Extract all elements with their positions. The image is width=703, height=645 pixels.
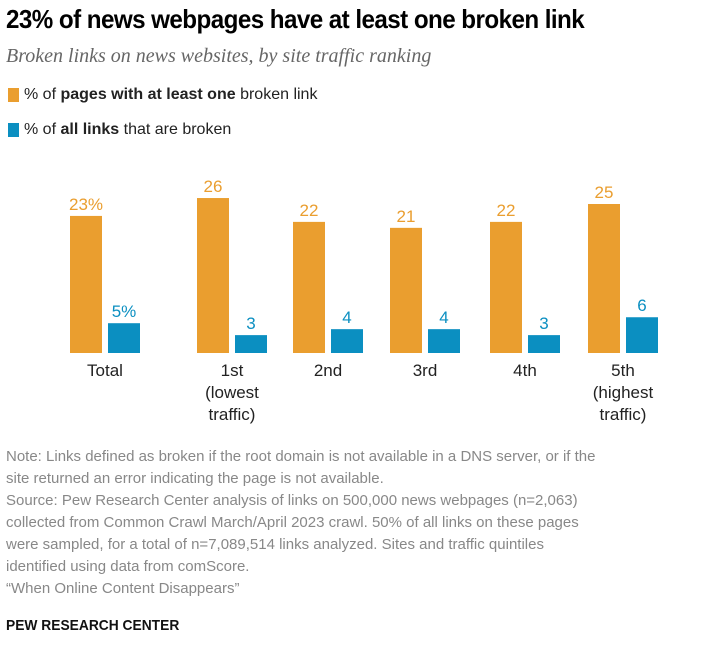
category-label-1st: traffic): [209, 405, 256, 424]
legend-label: % of all links that are broken: [24, 121, 232, 138]
report-title: “When Online Content Disappears”: [6, 580, 240, 597]
data-label-links-1st: 3: [246, 314, 255, 333]
chart-title: 23% of news webpages have at least one b…: [6, 4, 585, 34]
category-label-total: Total: [87, 361, 123, 380]
source-line: were sampled, for a total of n=7,089,514…: [6, 536, 544, 553]
bar-pages-total: [70, 215, 102, 353]
data-label-links-total: 5%: [112, 302, 137, 321]
notes: Note: Links defined as broken if the roo…: [6, 446, 701, 600]
category-label-1st: (lowest: [205, 383, 259, 402]
data-label-pages-1st: 26: [204, 177, 223, 196]
category-label-5th: (highest: [593, 383, 654, 402]
source-line: Source: Pew Research Center analysis of …: [6, 492, 578, 509]
bar-links-5th: [626, 317, 658, 353]
note-line: site returned an error indicating the pa…: [6, 470, 384, 487]
data-label-pages-3rd: 21: [397, 207, 416, 226]
source-line: identified using data from comScore.: [6, 558, 250, 575]
bar-pages-2nd: [293, 221, 325, 353]
category-label-1st: 1st: [221, 361, 244, 380]
data-label-pages-4th: 22: [497, 201, 516, 220]
data-label-links-2nd: 4: [342, 308, 351, 327]
bar-links-4th: [528, 335, 560, 353]
bar-pages-1st: [197, 198, 229, 353]
category-label-5th: traffic): [600, 405, 647, 424]
data-label-links-3rd: 4: [439, 308, 448, 327]
category-label-2nd: 2nd: [314, 361, 342, 380]
legend-label: % of pages with at least one broken link: [24, 86, 318, 103]
bar-links-2nd: [331, 329, 363, 353]
note-line: Note: Links defined as broken if the roo…: [6, 448, 596, 465]
chart-subtitle: Broken links on news websites, by site t…: [6, 45, 432, 67]
category-label-5th: 5th: [611, 361, 635, 380]
legend-swatch-blue: [8, 123, 19, 137]
bar-links-1st: [235, 335, 267, 353]
category-label-4th: 4th: [513, 361, 537, 380]
bar-links-total: [108, 323, 140, 353]
bar-chart: 23% 26 22 21 22 25 5% 3 4 4 3 6 Total 1st (lowest traff…: [69, 177, 658, 424]
data-label-pages-total: 23%: [69, 195, 103, 214]
data-label-links-4th: 3: [539, 314, 548, 333]
data-label-pages-5th: 25: [595, 183, 614, 202]
bar-pages-5th: [588, 204, 620, 353]
bar-pages-4th: [490, 221, 522, 353]
legend-item-pages: % of pages with at least one broken link: [8, 86, 318, 103]
source-line: collected from Common Crawl March/April …: [6, 514, 579, 531]
data-label-pages-2nd: 22: [300, 201, 319, 220]
pew-credit: PEW RESEARCH CENTER: [6, 617, 180, 634]
data-label-links-5th: 6: [637, 296, 646, 315]
bar-links-3rd: [428, 329, 460, 353]
category-label-3rd: 3rd: [413, 361, 438, 380]
bar-pages-3rd: [390, 227, 422, 353]
legend-swatch-orange: [8, 88, 19, 102]
legend-item-links: % of all links that are broken: [8, 121, 232, 138]
